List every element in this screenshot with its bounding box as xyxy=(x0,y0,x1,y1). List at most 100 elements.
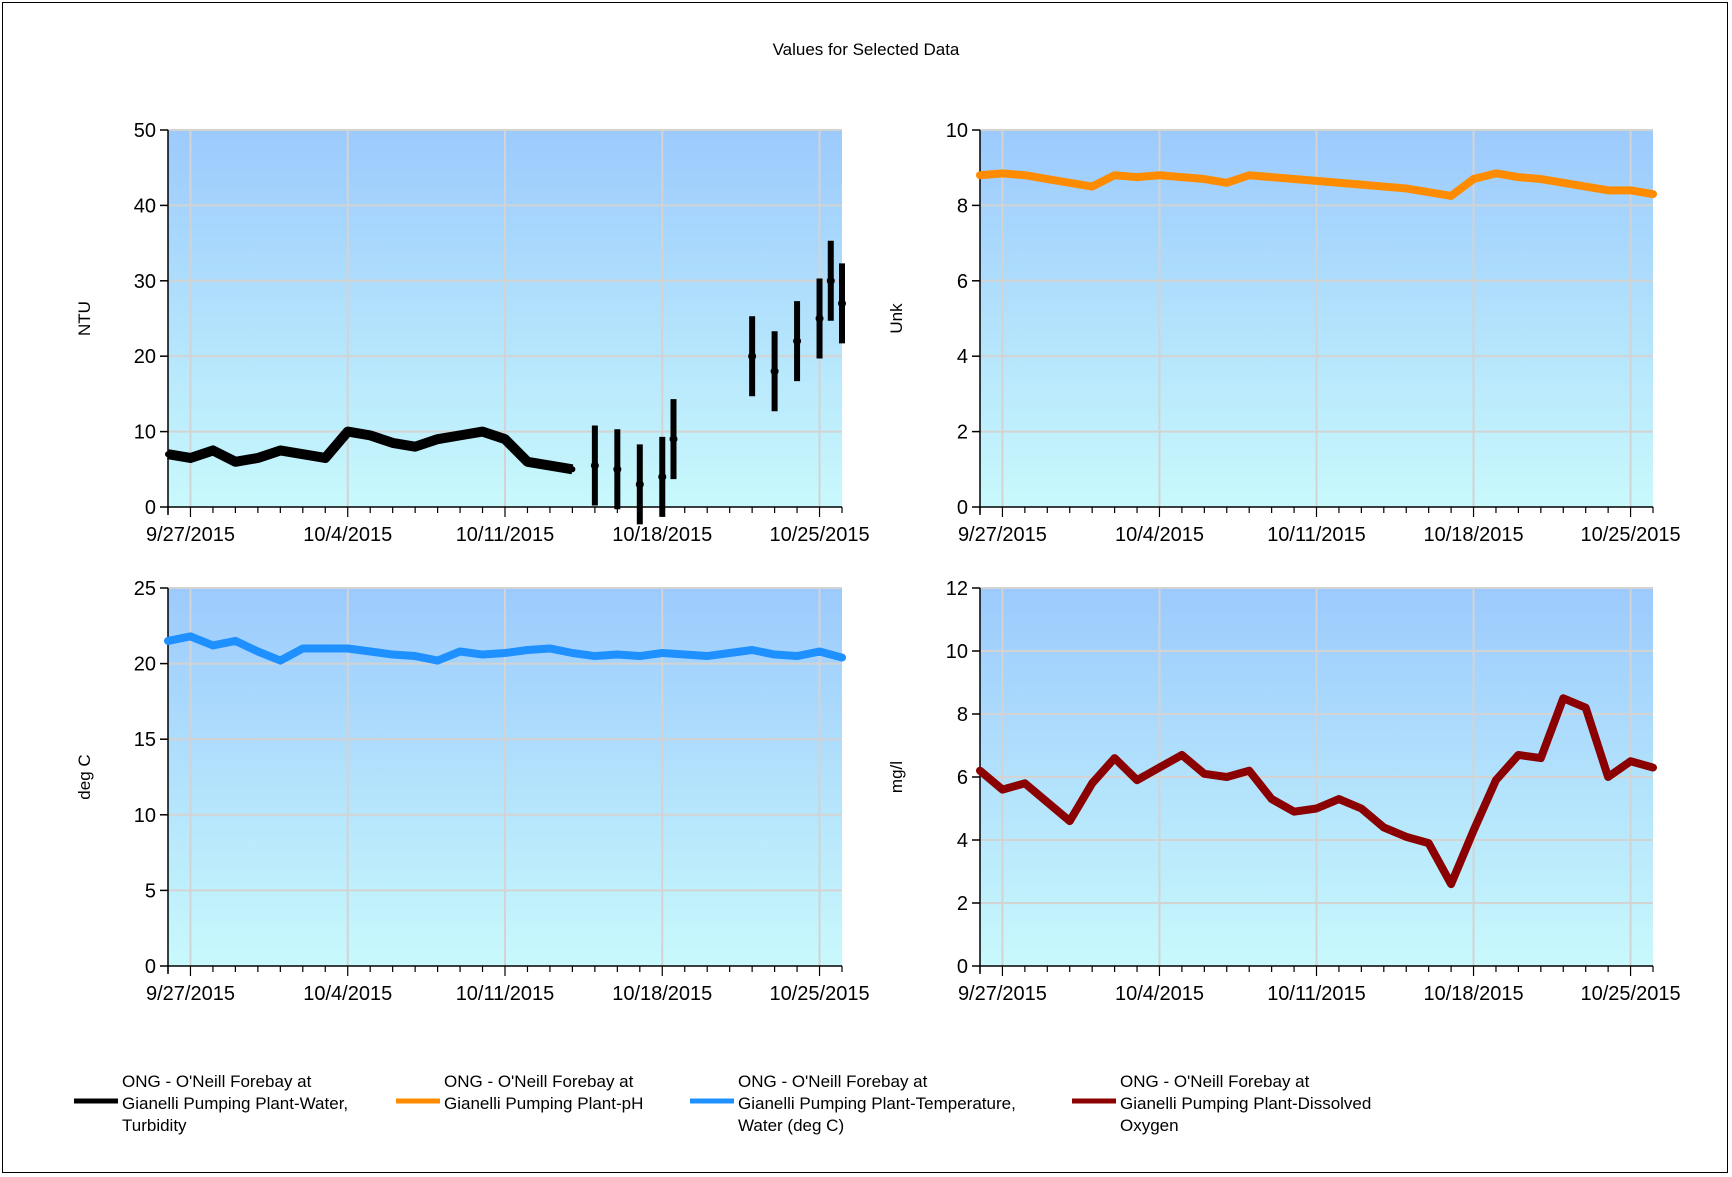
data-point xyxy=(1246,767,1253,774)
data-point xyxy=(770,367,779,376)
data-point xyxy=(1156,764,1163,771)
data-point xyxy=(322,645,329,652)
data-point xyxy=(546,645,553,652)
y-tick-label: 40 xyxy=(134,195,156,217)
y-tick-label: 10 xyxy=(946,120,968,142)
chart-panel-1: 0 10 20 30 40 50 9/27/2015 10/4/2015 10/11/2015 1… xyxy=(75,120,870,546)
x-tick-label: 10/11/2015 xyxy=(1267,524,1366,546)
data-point xyxy=(1448,192,1455,199)
data-point xyxy=(1044,176,1051,183)
data-point xyxy=(1156,172,1163,179)
data-point xyxy=(569,650,576,657)
data-point xyxy=(322,454,329,461)
data-point xyxy=(1223,179,1230,186)
chart-panel-2: 0 2 4 6 8 10 9/27/2015 10/4/2015 10/11/2015 10/18… xyxy=(887,120,1681,546)
data-point xyxy=(1582,183,1589,190)
data-point xyxy=(1650,191,1656,198)
y-tick-label: 12 xyxy=(946,578,968,600)
data-point xyxy=(209,447,216,454)
x-tick-label: 10/18/2015 xyxy=(1423,524,1523,546)
data-point xyxy=(1492,170,1499,177)
data-point xyxy=(389,651,396,658)
x-tick-label: 9/27/2015 xyxy=(958,983,1047,1005)
data-point xyxy=(1425,840,1432,847)
data-point xyxy=(1246,172,1253,179)
chart-title: Values for Selected Data xyxy=(772,40,960,59)
legend-item-3: ONG - O'Neill Forebay at Gianelli Pumping… xyxy=(690,1072,1016,1135)
y-tick-label: 6 xyxy=(957,767,968,789)
data-point xyxy=(232,458,239,465)
data-point xyxy=(457,648,464,655)
y-tick-label: 20 xyxy=(134,346,156,368)
data-point xyxy=(277,447,284,454)
chart-panel-3: 0 5 10 15 20 25 9/27/2015 10/4/2015 10/11/2015 10… xyxy=(75,578,870,1005)
y-tick-label: 0 xyxy=(957,497,968,519)
legend-item-4: ONG - O'Neill Forebay at Gianelli Pumping… xyxy=(1072,1072,1371,1135)
legend-label: Gianelli Pumping Plant-pH xyxy=(444,1094,643,1113)
data-point xyxy=(1403,833,1410,840)
y-tick-label: 8 xyxy=(957,195,968,217)
data-point xyxy=(1515,751,1522,758)
y-tick-label: 10 xyxy=(134,422,156,444)
y-axis-title: NTU xyxy=(75,301,94,336)
data-point xyxy=(999,786,1006,793)
y-tick-label: 15 xyxy=(134,729,156,751)
y-tick-label: 10 xyxy=(946,641,968,663)
data-point xyxy=(1380,183,1387,190)
x-tick-label: 10/4/2015 xyxy=(1115,524,1204,546)
y-tick-label: 5 xyxy=(145,880,156,902)
data-point xyxy=(1515,174,1522,181)
legend-label: Gianelli Pumping Plant-Water, xyxy=(122,1094,348,1113)
data-point xyxy=(793,337,802,346)
data-point xyxy=(1403,185,1410,192)
data-point xyxy=(1560,179,1567,186)
data-point xyxy=(1021,780,1028,787)
data-point xyxy=(524,458,531,465)
y-tick-label: 25 xyxy=(134,578,156,600)
data-point xyxy=(1560,695,1567,702)
y-tick-label: 50 xyxy=(134,120,156,142)
data-point xyxy=(590,461,599,470)
y-tick-label: 4 xyxy=(957,346,968,368)
data-point xyxy=(1066,179,1073,186)
data-point xyxy=(457,432,464,439)
legend-item-1: ONG - O'Neill Forebay at Gianelli Pumping… xyxy=(74,1072,348,1135)
x-tick-label: 10/4/2015 xyxy=(1115,983,1204,1005)
x-tick-label: 9/27/2015 xyxy=(146,983,235,1005)
legend-label: Gianelli Pumping Plant-Temperature, xyxy=(738,1094,1016,1113)
data-point xyxy=(1178,174,1185,181)
y-tick-label: 30 xyxy=(134,271,156,293)
data-point xyxy=(1470,176,1477,183)
legend-label: ONG - O'Neill Forebay at xyxy=(444,1072,634,1091)
data-point xyxy=(1650,764,1656,771)
data-point xyxy=(502,436,508,443)
x-tick-label: 10/11/2015 xyxy=(456,983,555,1005)
data-point xyxy=(232,637,239,644)
y-tick-label: 2 xyxy=(957,893,968,915)
y-tick-label: 20 xyxy=(134,654,156,676)
x-tick-label: 9/27/2015 xyxy=(958,524,1047,546)
x-tick-label: 9/27/2015 xyxy=(146,524,235,546)
data-point xyxy=(839,654,845,661)
data-point xyxy=(1627,758,1634,765)
data-point xyxy=(434,436,441,443)
data-point xyxy=(816,648,823,655)
data-point xyxy=(1605,187,1612,194)
data-point xyxy=(502,650,508,657)
data-point xyxy=(209,642,216,649)
data-point xyxy=(1335,796,1342,803)
x-tick-label: 10/25/2015 xyxy=(1581,983,1681,1005)
legend-label: ONG - O'Neill Forebay at xyxy=(122,1072,312,1091)
x-tick-label: 10/25/2015 xyxy=(769,983,869,1005)
y-tick-label: 6 xyxy=(957,271,968,293)
legend-label: Water (deg C) xyxy=(738,1116,844,1135)
data-point xyxy=(1089,780,1096,787)
data-point xyxy=(1358,181,1365,188)
legend-label: ONG - O'Neill Forebay at xyxy=(738,1072,928,1091)
data-point xyxy=(367,648,374,655)
data-point xyxy=(479,428,486,435)
legend-label: Oxygen xyxy=(1120,1116,1179,1135)
data-point xyxy=(434,657,441,664)
